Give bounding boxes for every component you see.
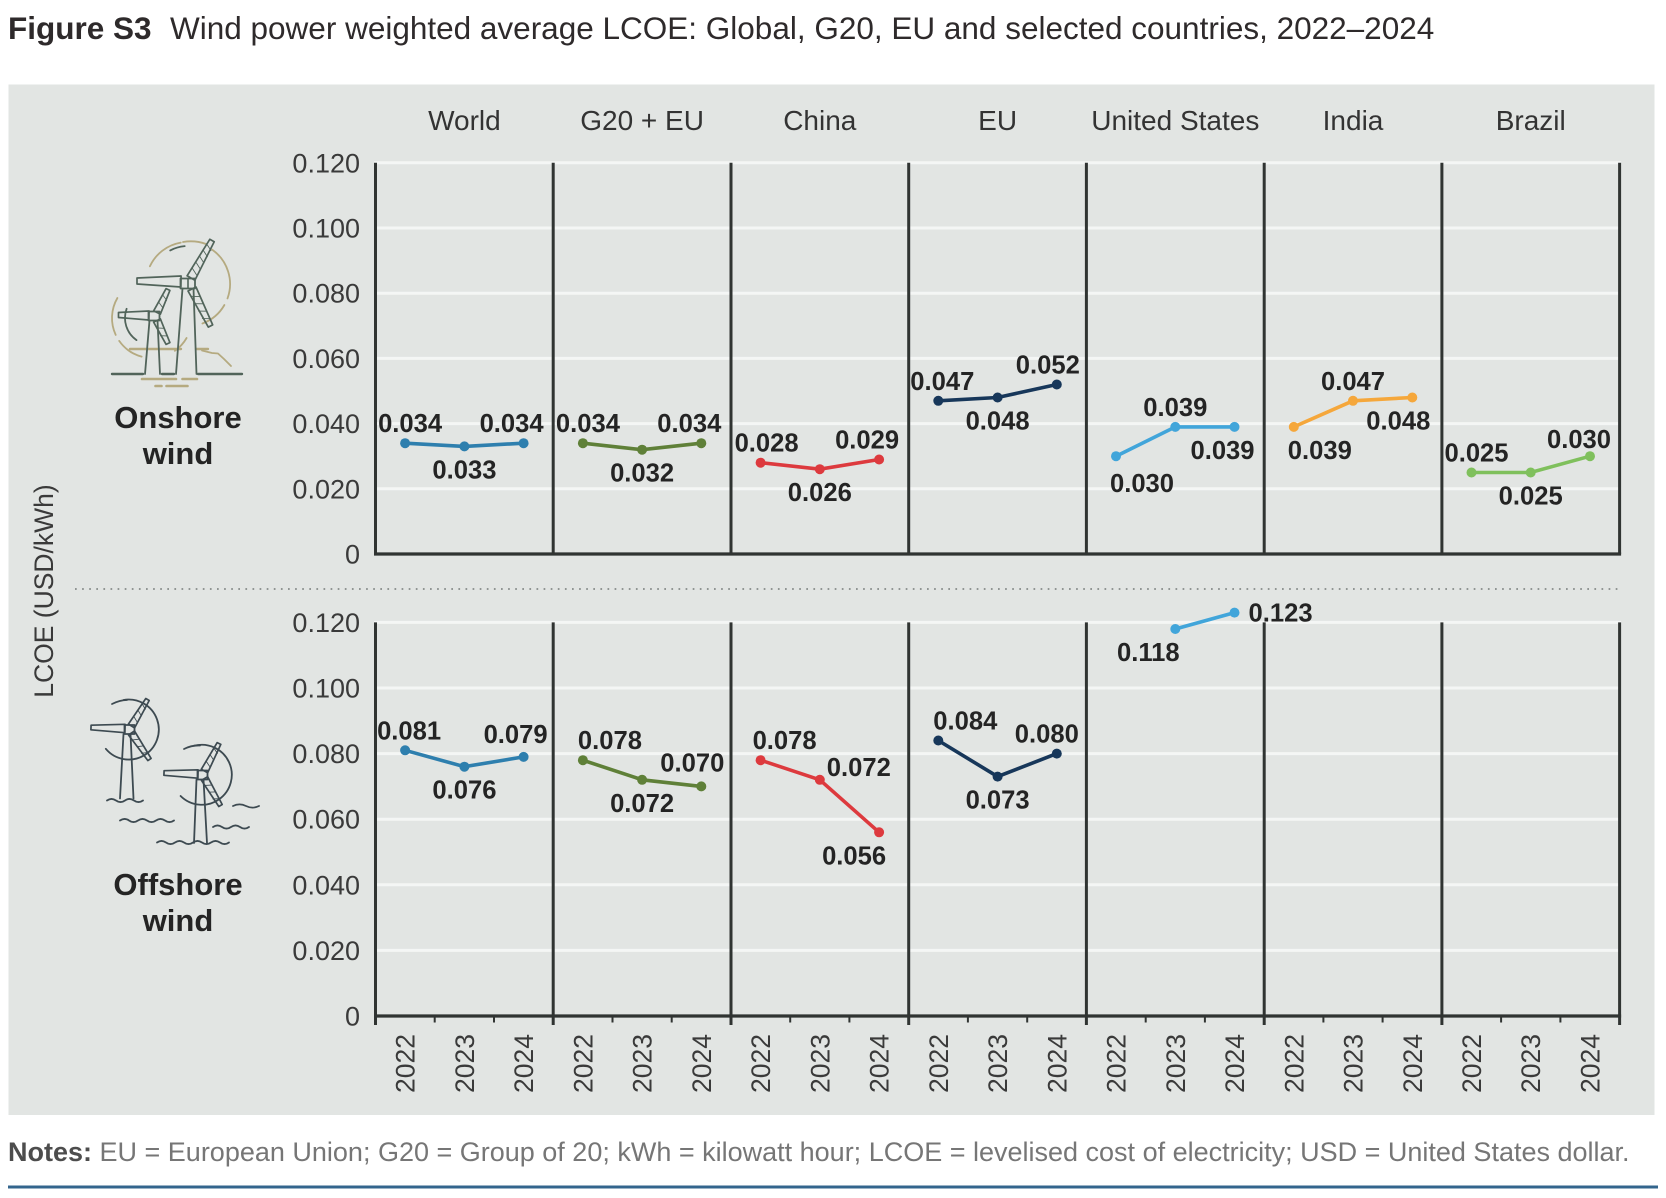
svg-text:0.073: 0.073: [966, 787, 1030, 815]
svg-text:0.039: 0.039: [1143, 394, 1207, 422]
svg-text:0.025: 0.025: [1444, 440, 1508, 468]
svg-text:0.032: 0.032: [610, 460, 674, 488]
svg-text:0.034: 0.034: [378, 410, 443, 438]
svg-text:0.020: 0.020: [292, 936, 360, 966]
svg-text:0.076: 0.076: [432, 777, 496, 805]
svg-text:0.029: 0.029: [835, 427, 899, 455]
svg-text:0: 0: [345, 540, 360, 570]
svg-text:0.040: 0.040: [292, 870, 360, 900]
svg-text:0.025: 0.025: [1499, 483, 1563, 511]
svg-text:2023: 2023: [1161, 1034, 1191, 1093]
svg-text:2024: 2024: [509, 1034, 539, 1093]
svg-text:0.030: 0.030: [1547, 426, 1611, 454]
svg-text:Onshore: Onshore: [114, 400, 241, 435]
svg-text:wind: wind: [142, 903, 214, 938]
svg-text:0.060: 0.060: [292, 805, 360, 835]
svg-text:World: World: [428, 105, 501, 136]
svg-text:wind: wind: [142, 436, 214, 471]
svg-text:G20 + EU: G20 + EU: [580, 105, 704, 136]
svg-text:0.033: 0.033: [432, 456, 496, 484]
svg-text:0.072: 0.072: [827, 754, 891, 782]
svg-text:2024: 2024: [865, 1034, 895, 1093]
svg-text:2022: 2022: [1102, 1034, 1132, 1093]
svg-text:0.080: 0.080: [292, 739, 360, 769]
svg-text:2023: 2023: [983, 1034, 1013, 1093]
svg-text:0.118: 0.118: [1117, 639, 1180, 667]
svg-text:0.034: 0.034: [480, 410, 545, 438]
svg-text:2023: 2023: [1516, 1034, 1546, 1093]
svg-text:0.120: 0.120: [292, 608, 360, 638]
svg-text:Notes: EU = European Union; G2: Notes: EU = European Union; G20 = Group …: [8, 1137, 1630, 1167]
svg-text:2022: 2022: [391, 1034, 421, 1093]
svg-text:0.047: 0.047: [910, 368, 974, 396]
svg-text:2024: 2024: [1398, 1034, 1428, 1093]
svg-text:0.120: 0.120: [292, 148, 360, 178]
svg-text:0.100: 0.100: [292, 214, 360, 244]
svg-text:0.040: 0.040: [292, 409, 360, 439]
svg-text:0.056: 0.056: [822, 842, 886, 870]
svg-text:0.100: 0.100: [292, 674, 360, 704]
svg-text:0.072: 0.072: [610, 790, 674, 818]
svg-text:0.084: 0.084: [933, 708, 998, 736]
svg-text:Brazil: Brazil: [1496, 105, 1566, 136]
svg-text:2023: 2023: [1339, 1034, 1369, 1093]
svg-text:0.078: 0.078: [578, 727, 642, 755]
svg-text:2022: 2022: [1279, 1034, 1309, 1093]
svg-text:0.039: 0.039: [1288, 437, 1352, 465]
svg-text:0.030: 0.030: [1110, 470, 1174, 498]
svg-text:India: India: [1323, 105, 1384, 136]
svg-text:0.081: 0.081: [377, 717, 441, 745]
svg-text:0.034: 0.034: [657, 410, 722, 438]
svg-text:0.047: 0.047: [1321, 368, 1385, 396]
svg-text:0.052: 0.052: [1016, 352, 1080, 380]
svg-text:China: China: [783, 105, 857, 136]
svg-text:0.039: 0.039: [1190, 437, 1254, 465]
svg-text:0.070: 0.070: [660, 749, 724, 777]
svg-text:Offshore: Offshore: [113, 867, 242, 902]
svg-text:0: 0: [345, 1002, 360, 1032]
svg-text:0.080: 0.080: [1015, 721, 1079, 749]
svg-text:2022: 2022: [746, 1034, 776, 1093]
svg-text:2023: 2023: [628, 1034, 658, 1093]
svg-text:LCOE (USD/kWh): LCOE (USD/kWh): [29, 484, 59, 698]
svg-text:0.060: 0.060: [292, 344, 360, 374]
svg-text:0.080: 0.080: [292, 279, 360, 309]
svg-text:EU: EU: [978, 105, 1017, 136]
svg-text:0.028: 0.028: [735, 430, 799, 458]
svg-text:2023: 2023: [805, 1034, 835, 1093]
svg-text:0.034: 0.034: [556, 410, 621, 438]
svg-text:0.048: 0.048: [1366, 408, 1430, 436]
svg-text:0.020: 0.020: [292, 474, 360, 504]
svg-text:2022: 2022: [1457, 1034, 1487, 1093]
svg-text:2024: 2024: [1220, 1034, 1250, 1093]
svg-text:2024: 2024: [1576, 1034, 1606, 1093]
svg-text:United States: United States: [1091, 105, 1259, 136]
svg-text:0.123: 0.123: [1249, 600, 1313, 628]
svg-text:2022: 2022: [924, 1034, 954, 1093]
svg-text:2024: 2024: [687, 1034, 717, 1093]
svg-text:2023: 2023: [450, 1034, 480, 1093]
svg-text:0.048: 0.048: [966, 408, 1030, 436]
svg-text:0.079: 0.079: [484, 721, 548, 749]
svg-text:0.078: 0.078: [753, 727, 817, 755]
svg-text:0.026: 0.026: [788, 479, 852, 507]
svg-text:2024: 2024: [1042, 1034, 1072, 1093]
svg-text:2022: 2022: [568, 1034, 598, 1093]
